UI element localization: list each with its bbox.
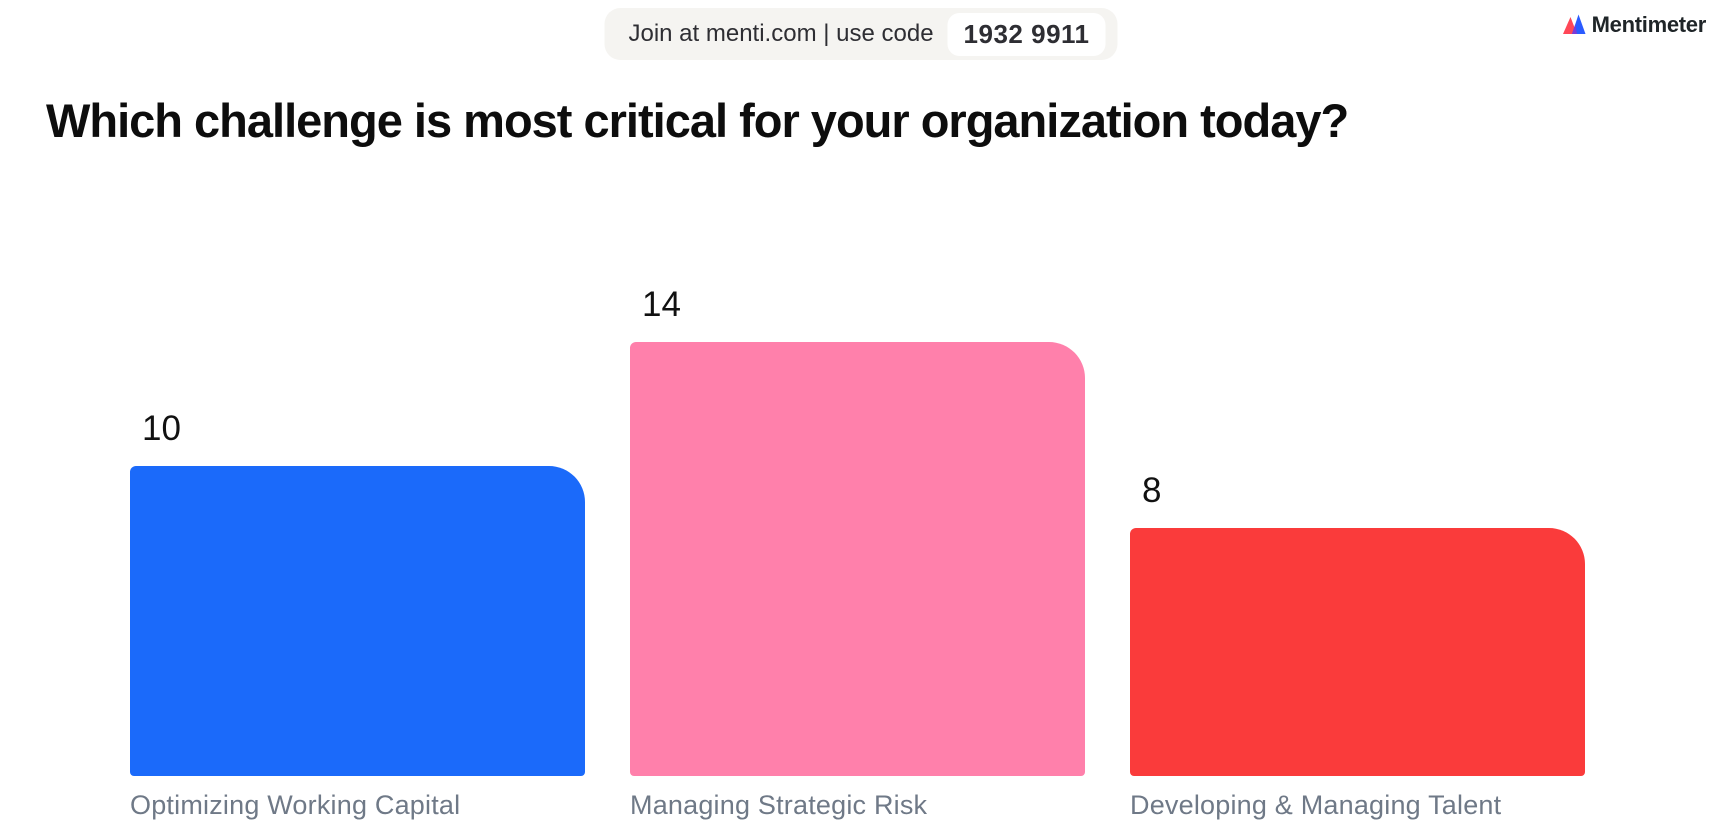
mentimeter-logo-text: Mentimeter	[1591, 12, 1707, 37]
bar	[1130, 528, 1585, 776]
join-instructions: Join at menti.com | use code	[628, 20, 934, 47]
mentimeter-logo-icon	[1562, 14, 1586, 34]
bar	[130, 466, 585, 776]
bar-label: Developing & Managing Talent	[1130, 790, 1502, 820]
question-title: Which challenge is most critical for you…	[46, 94, 1349, 147]
join-bar: Join at menti.com | use code 1932 9911	[604, 8, 1118, 60]
join-code-badge: 1932 9911	[947, 12, 1106, 56]
bar	[630, 342, 1085, 776]
bar-value: 10	[142, 409, 181, 448]
bar-label: Optimizing Working Capital	[130, 790, 461, 820]
bar-value: 14	[642, 285, 681, 324]
bar-column: 8	[1130, 473, 1585, 776]
bar-labels-row: Optimizing Working Capital Managing Strat…	[130, 790, 1585, 821]
bar-value: 8	[1142, 471, 1162, 510]
mentimeter-logo: Mentimeter	[1562, 12, 1707, 38]
bar-column: 14	[630, 287, 1085, 776]
bar-label: Managing Strategic Risk	[630, 790, 928, 820]
bar-column: 10	[130, 411, 585, 776]
bar-chart: 10 14 8	[130, 287, 1585, 776]
